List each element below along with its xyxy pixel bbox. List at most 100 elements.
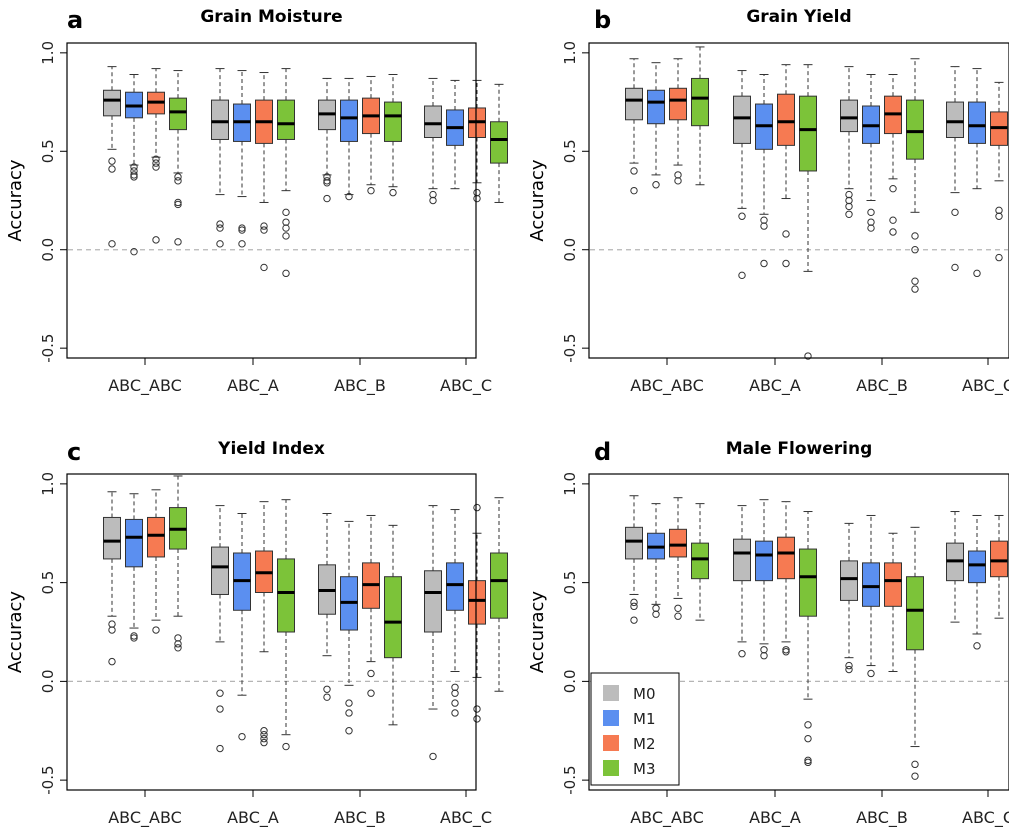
outlier-point [911, 772, 919, 780]
box-M2-ABC_ABC [669, 58, 687, 185]
box-M2-ABC_ABC [147, 68, 165, 244]
outlier-point [995, 212, 1003, 220]
box-M3-ABC_A [277, 499, 295, 751]
outlier-point [389, 188, 397, 197]
outlier-point [152, 163, 160, 171]
box-body [340, 99, 358, 142]
y-tick-label: 1.0 [39, 472, 57, 496]
outlier-point [323, 177, 331, 185]
box-M0-ABC_ABC [103, 491, 121, 666]
box-M2-ABC_A [777, 64, 795, 268]
outlier-point [630, 167, 638, 175]
box-M2-ABC_C [468, 79, 486, 203]
box-body [384, 101, 402, 142]
legend-swatch-M1 [603, 710, 619, 726]
box-M0-ABC_C [424, 77, 442, 205]
outlier-point [911, 285, 919, 293]
box-M1-ABC_A [755, 74, 773, 268]
box-body [669, 87, 687, 121]
box-M1-ABC_C [968, 68, 986, 278]
box-body [446, 562, 464, 611]
legend-swatch-M2 [603, 735, 619, 751]
legend-swatch-M3 [603, 760, 619, 776]
outlier-point [782, 259, 790, 268]
panel-d: d Male Flowering Accuracy -0.5 0.0 0.5 1.0 ABC_… [527, 438, 1009, 828]
box-body [468, 580, 486, 625]
box-M0-ABC_C [946, 511, 964, 623]
outlier-point [911, 277, 919, 285]
x-tick-label: ABC_A [749, 376, 801, 396]
outlier-point [845, 210, 853, 218]
outlier-point [238, 224, 246, 232]
y-axis-title-a: Accuracy [5, 159, 26, 242]
panel-title-b: Grain Yield [746, 7, 851, 27]
box-body [125, 518, 143, 568]
x-tick-label: ABC_ABC [108, 808, 182, 828]
outlier-point [174, 173, 182, 181]
y-tick-label: 0.5 [561, 571, 579, 595]
box-body [884, 562, 902, 607]
box-M2-ABC_A [255, 72, 273, 272]
box-M0-ABC_A [733, 505, 751, 658]
outlier-point [345, 699, 353, 707]
outlier-point [260, 734, 268, 743]
box-M2-ABC_B [884, 532, 902, 672]
x-tick-label: ABC_B [856, 808, 908, 828]
x-tick-label: ABC_B [334, 808, 386, 828]
outlier-point [760, 259, 768, 268]
outlier-point [738, 271, 746, 280]
plot-frame [588, 473, 1009, 791]
outlier-point [652, 610, 660, 618]
outlier-point [911, 246, 919, 254]
box-M3-ABC_B [906, 526, 924, 780]
x-tick-label: ABC_ABC [630, 376, 704, 396]
outlier-point [108, 657, 116, 666]
box-M0-ABC_ABC [625, 58, 643, 195]
outlier-point [782, 230, 790, 238]
box-body [211, 99, 229, 140]
box-M0-ABC_B [840, 522, 858, 674]
outlier-point [973, 269, 981, 278]
outlier-point [260, 263, 268, 272]
outlier-point [652, 181, 660, 189]
box-body [777, 536, 795, 580]
outlier-point [473, 503, 481, 512]
box-M2-ABC_B [884, 74, 902, 236]
box-body [755, 540, 773, 582]
box-body [691, 542, 709, 580]
legend-label-M3: M3 [633, 760, 656, 778]
box-M3-ABC_A [277, 68, 295, 278]
x-tick-label: ABC_ABC [630, 808, 704, 828]
box-M3-ABC_B [906, 58, 924, 293]
outlier-point [867, 208, 875, 217]
outlier-point [174, 640, 182, 648]
box-body [669, 528, 687, 558]
box-body [840, 99, 858, 133]
box-M0-ABC_C [946, 66, 964, 272]
outlier-point [108, 626, 116, 634]
panel-letter-a: a [67, 6, 83, 34]
outlier-point [216, 744, 224, 753]
box-body [906, 576, 924, 651]
outlier-point [760, 222, 768, 230]
x-tick-label: ABC_C [440, 808, 492, 828]
box-body [625, 526, 643, 560]
outlier-point [995, 253, 1003, 262]
box-body [799, 548, 817, 617]
y-tick-label: -0.5 [39, 334, 57, 363]
outlier-point [130, 247, 138, 256]
outlier-point [911, 232, 919, 240]
box-body [424, 570, 442, 633]
legend-label-M0: M0 [633, 685, 656, 703]
outlier-point [674, 177, 682, 185]
outlier-point [630, 598, 638, 607]
y-axis-title-b: Accuracy [527, 159, 548, 242]
outlier-point [630, 616, 638, 624]
x-tick-label: ABC_C [440, 376, 492, 396]
outlier-point [174, 177, 182, 185]
y-tick-label: -0.5 [39, 765, 57, 794]
box-M1-ABC_ABC [647, 503, 665, 618]
outlier-point [911, 760, 919, 769]
box-M2-ABC_ABC [669, 497, 687, 620]
box-M1-ABC_ABC [125, 74, 143, 256]
